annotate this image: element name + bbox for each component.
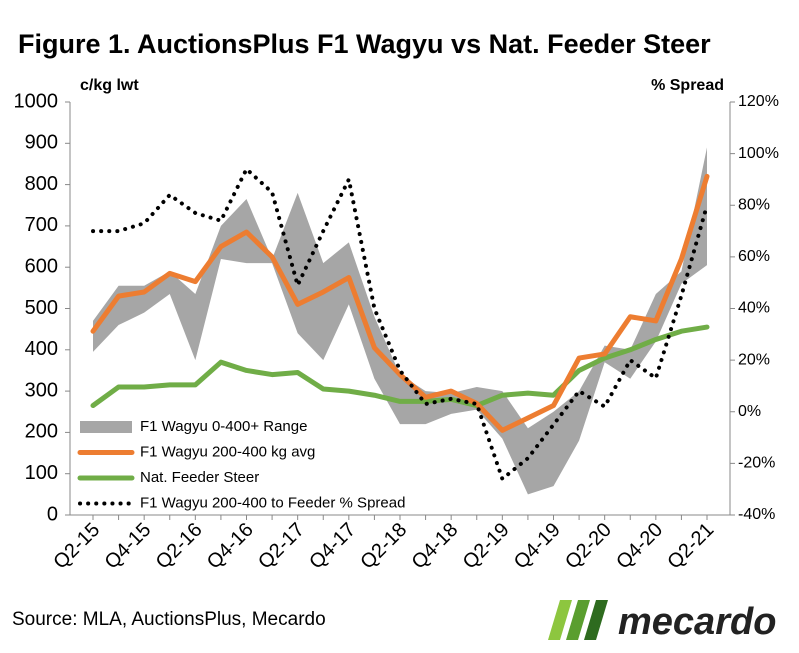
y-axis-label: c/kg lwt	[80, 77, 139, 94]
x-tick-label: Q4-20	[612, 519, 667, 574]
x-tick-label: Q2-18	[356, 519, 411, 574]
range-area	[93, 147, 707, 495]
y-tick-label: 600	[25, 255, 58, 277]
y2-tick-label: -20%	[738, 455, 775, 472]
logo-icon	[548, 600, 608, 640]
x-tick-label: Q4-19	[510, 519, 565, 574]
y-tick-label: 200	[25, 421, 58, 443]
y2-tick-label: 80%	[738, 196, 770, 213]
y2-tick-label: 20%	[738, 351, 770, 368]
y2-tick-label: -40%	[738, 506, 775, 523]
y2-tick-label: 120%	[738, 93, 779, 110]
legend-label: Nat. Feeder Steer	[140, 469, 259, 486]
series-line	[90, 173, 710, 433]
y-tick-label: 900	[25, 132, 58, 154]
y-tick-label: 500	[25, 297, 58, 319]
x-tick-label: Q2-21	[663, 519, 718, 574]
legend-label: F1 Wagyu 200-400 kg avg	[140, 443, 315, 460]
x-tick-label: Q2-15	[49, 519, 104, 574]
y2-tick-label: 40%	[738, 300, 770, 317]
legend-label: F1 Wagyu 200-400 to Feeder % Spread	[140, 494, 405, 511]
x-tick-label: Q4-18	[408, 519, 463, 574]
y-tick-label: 800	[25, 173, 58, 195]
x-tick-label: Q2-19	[459, 519, 514, 574]
y-tick-label: 0	[47, 503, 58, 525]
y-tick-label: 1000	[14, 90, 59, 112]
logo-text: mecardo	[618, 601, 776, 643]
chart-title: Figure 1. AuctionsPlus F1 Wagyu vs Nat. …	[18, 29, 711, 59]
y2-axis-label: % Spread	[651, 77, 724, 94]
y2-tick-label: 0%	[738, 403, 761, 420]
source: Source: MLA, AuctionsPlus, Mecardo	[12, 609, 326, 630]
x-tick-label: Q2-20	[561, 519, 616, 574]
x-tick-label: Q4-15	[101, 519, 156, 574]
series-line	[90, 324, 710, 409]
x-tick-label: Q4-16	[203, 519, 258, 574]
y2-tick-label: 100%	[738, 145, 779, 162]
x-tick-label: Q4-17	[305, 519, 360, 574]
y-tick-label: 300	[25, 379, 58, 401]
y-tick-label: 100	[25, 462, 58, 484]
legend-swatch	[80, 421, 132, 433]
x-tick-label: Q2-16	[152, 519, 207, 574]
y2-tick-label: 60%	[738, 248, 770, 265]
y-tick-label: 400	[25, 338, 58, 360]
y-tick-label: 700	[25, 214, 58, 236]
x-tick-label: Q2-17	[254, 519, 309, 574]
series-line	[91, 167, 709, 481]
legend-label: F1 Wagyu 0-400+ Range	[140, 418, 307, 435]
